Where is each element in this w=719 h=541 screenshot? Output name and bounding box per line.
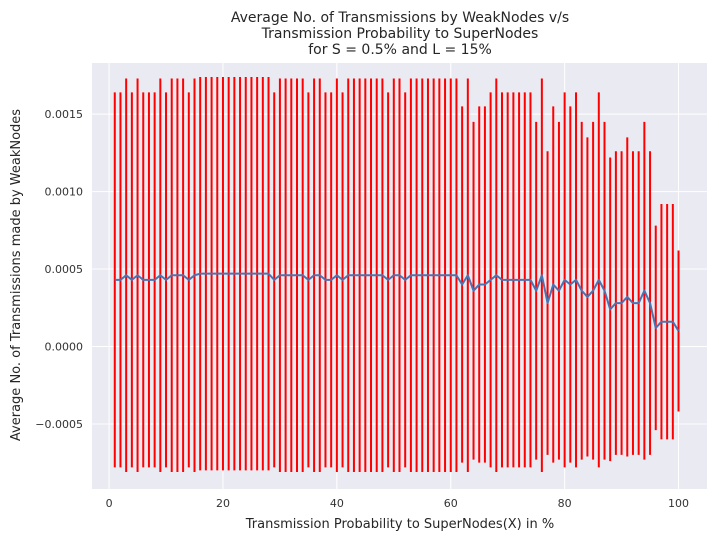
x-tick-labels: 0 20 40 60 80 100 xyxy=(106,497,689,510)
y-tick-label: 0.0005 xyxy=(45,263,84,276)
x-tick-label: 100 xyxy=(668,497,689,510)
x-tick-label: 60 xyxy=(444,497,458,510)
series-line xyxy=(114,272,680,332)
x-tick-label: 20 xyxy=(216,497,230,510)
chart-title-line-3: for S = 0.5% and L = 15% xyxy=(308,42,492,58)
chart-title-line-1: Average No. of Transmissions by WeakNode… xyxy=(231,10,569,26)
x-tick-label: 80 xyxy=(558,497,572,510)
y-tick-label: 0.0010 xyxy=(45,186,84,199)
x-tick-label: 40 xyxy=(330,497,344,510)
y-tick-labels: −0.0005 0.0000 0.0005 0.0010 0.0015 xyxy=(35,108,83,431)
x-tick-label: 0 xyxy=(106,497,113,510)
y-tick-label: 0.0000 xyxy=(45,340,84,353)
x-axis-label: Transmission Probability to SuperNodes(X… xyxy=(245,517,554,532)
chart-title-line-2: Transmission Probability to SuperNodes xyxy=(261,26,539,42)
y-tick-label: 0.0015 xyxy=(45,108,84,121)
y-tick-label: −0.0005 xyxy=(35,418,83,431)
y-axis-label: Average No. of Transmissions made by Wea… xyxy=(9,109,24,441)
